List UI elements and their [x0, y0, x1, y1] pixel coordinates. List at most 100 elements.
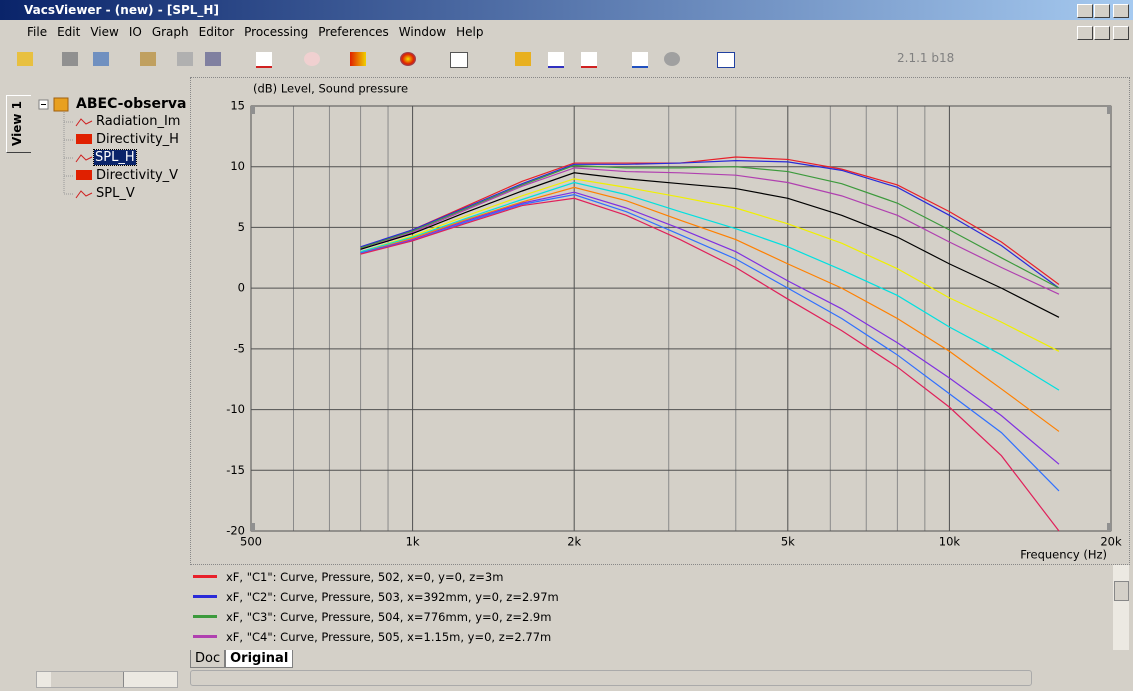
scroll-thumb[interactable]	[1114, 581, 1129, 601]
curves-button[interactable]	[581, 52, 597, 68]
xy-button[interactable]	[548, 52, 564, 68]
vertical-scrollbar[interactable]	[1113, 565, 1129, 650]
chart-panel: (dB) Level, Sound pressure Frequency (Hz…	[190, 77, 1130, 565]
legend-entry[interactable]: xF, "C4": Curve, Pressure, 505, x=1.15m,…	[190, 627, 551, 647]
minimize-button[interactable]	[1077, 4, 1093, 18]
legend-swatch	[193, 594, 217, 598]
menu-item[interactable]: File	[27, 25, 48, 39]
tree-item[interactable]: Radiation_Im	[96, 114, 181, 129]
horizontal-scrollbar[interactable]	[36, 671, 178, 688]
series-line	[360, 191, 1060, 465]
menu-item[interactable]: View	[90, 25, 119, 39]
legend-swatch	[193, 634, 217, 638]
side-tab-label: View 1	[10, 101, 24, 146]
maximize-button[interactable]	[1094, 4, 1110, 18]
menu-item[interactable]: Window	[398, 25, 447, 39]
series-line	[360, 156, 1060, 285]
save-button[interactable]	[62, 52, 78, 66]
series-line	[360, 186, 1060, 432]
scroll-thumb[interactable]	[51, 672, 124, 687]
legend-label: xF, "C3": Curve, Pressure, 504, x=776mm,…	[226, 610, 552, 624]
series-line	[360, 181, 1060, 391]
tab[interactable]: Doc	[190, 650, 226, 668]
tree-button[interactable]	[140, 52, 156, 66]
balloon-button[interactable]	[400, 52, 416, 66]
resize-handle	[1107, 106, 1111, 114]
legend-label: xF, "C1": Curve, Pressure, 502, x=0, y=0…	[226, 570, 504, 584]
y-tick-label: -15	[226, 463, 245, 477]
version-label: 2.1.1 b18	[897, 51, 955, 65]
print-button[interactable]	[93, 52, 109, 66]
series-line	[360, 167, 1060, 295]
map-button[interactable]	[350, 52, 366, 66]
paste-button[interactable]	[205, 52, 221, 66]
series-line	[360, 194, 1060, 492]
mdi-close[interactable]	[1113, 26, 1129, 40]
tree-item-selected[interactable]: SPL_H	[93, 149, 137, 166]
menu-item[interactable]: IO	[128, 25, 142, 39]
tree-item[interactable]: Directivity_V	[96, 168, 179, 183]
legend-label: xF, "C2": Curve, Pressure, 503, x=392mm,…	[226, 590, 559, 604]
menu-item[interactable]: Processing	[244, 25, 309, 39]
status-bar	[190, 670, 1032, 686]
title-bar: VacsViewer - (new) - [SPL_H]	[0, 0, 1133, 20]
resize-handle	[1107, 523, 1111, 531]
x-tick-label: 500	[240, 535, 262, 549]
y-tick-label: 0	[238, 281, 245, 295]
legend-swatch	[193, 574, 217, 578]
graph-button[interactable]	[256, 52, 272, 68]
copy-button[interactable]	[177, 52, 193, 66]
chart-button[interactable]	[632, 52, 648, 68]
legend-swatch	[193, 614, 217, 618]
resize-handle	[251, 106, 255, 114]
y-tick-label: -20	[226, 524, 245, 538]
series-line	[360, 160, 1060, 289]
mdi-restore[interactable]	[1094, 26, 1110, 40]
series-line	[360, 172, 1060, 318]
menu-item[interactable]: Help	[456, 25, 484, 39]
menu-item[interactable]: Editor	[198, 25, 235, 39]
series-line	[360, 178, 1060, 352]
toolbar	[0, 44, 1133, 72]
x-tick-label: 2k	[567, 535, 581, 549]
legend: xF, "C1": Curve, Pressure, 502, x=0, y=0…	[190, 565, 1112, 650]
menu-item[interactable]: Edit	[57, 25, 81, 39]
window-title: VacsViewer - (new) - [SPL_H]	[24, 3, 219, 17]
open-button[interactable]	[17, 52, 33, 66]
chart: (dB) Level, Sound pressure Frequency (Hz…	[226, 82, 1122, 562]
legend-label: xF, "C4": Curve, Pressure, 505, x=1.15m,…	[226, 630, 552, 644]
legend-entry[interactable]: xF, "C1": Curve, Pressure, 502, x=0, y=0…	[190, 567, 503, 587]
x-tick-label: 1k	[406, 535, 420, 549]
side-tab[interactable]: View 1	[6, 95, 31, 153]
tree-item[interactable]: Directivity_H	[96, 132, 179, 147]
plot-area	[250, 105, 1112, 532]
calendar-button[interactable]	[717, 52, 735, 68]
x-tick-label: 20k	[1100, 535, 1122, 549]
tool-button[interactable]	[515, 52, 531, 66]
resize-handle	[251, 523, 255, 531]
menu-item[interactable]: Graph	[151, 25, 189, 39]
y-axis-label: (dB) Level, Sound pressure	[253, 82, 408, 96]
tree-lines	[38, 97, 93, 199]
menu-bar: File Edit View IO Graph Editor Processin…	[22, 22, 488, 42]
tree-item[interactable]: SPL_V	[96, 186, 135, 201]
y-tick-label: 5	[238, 220, 245, 234]
y-tick-label: -5	[234, 341, 245, 355]
x-axis-label: Frequency (Hz)	[1020, 548, 1107, 562]
x-tick-label: 10k	[939, 535, 961, 549]
tab-active[interactable]: Original	[225, 650, 294, 668]
series-line	[360, 164, 1060, 289]
new-button[interactable]	[450, 52, 468, 68]
close-button[interactable]	[1113, 4, 1129, 18]
mdi-minimize[interactable]	[1077, 26, 1093, 40]
y-tick-label: 10	[230, 159, 245, 173]
polar-button[interactable]	[304, 52, 320, 66]
tab-bar: Doc Original	[190, 650, 294, 668]
menu-item[interactable]: Preferences	[318, 25, 389, 39]
stop-button[interactable]	[664, 52, 680, 66]
tree-root[interactable]: ABEC-observa	[76, 96, 187, 112]
legend-entry[interactable]: xF, "C3": Curve, Pressure, 504, x=776mm,…	[190, 607, 551, 627]
legend-entry[interactable]: xF, "C2": Curve, Pressure, 503, x=392mm,…	[190, 587, 559, 607]
y-tick-label: 15	[230, 99, 245, 113]
